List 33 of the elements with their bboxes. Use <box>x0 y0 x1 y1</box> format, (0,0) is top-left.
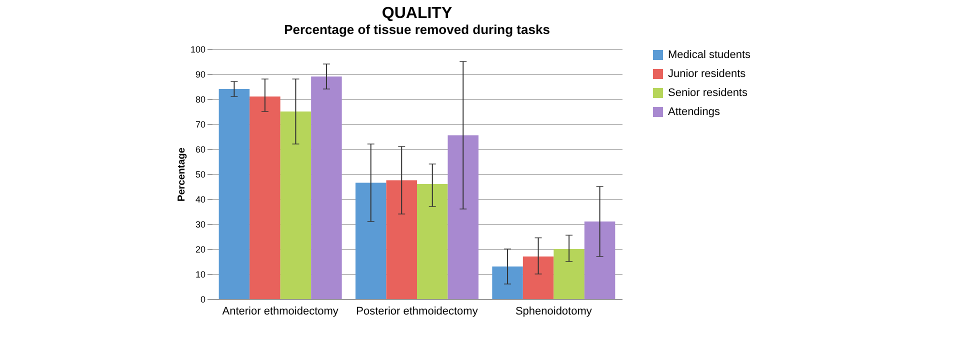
y-tick-label: 20 <box>195 244 206 254</box>
legend-label: Medical students <box>668 49 752 61</box>
x-tick-label: Anterior ethmoidectomy <box>222 306 339 318</box>
y-tick-label: 40 <box>195 194 206 204</box>
y-tick-label: 60 <box>195 144 206 154</box>
bar <box>417 184 448 299</box>
bar <box>584 222 616 299</box>
y-tick-label: 90 <box>195 70 206 80</box>
bar <box>386 180 417 299</box>
chart-subtitle: Percentage of tissue removed during tasks <box>284 22 550 37</box>
bar <box>250 96 280 299</box>
y-tick-label: 70 <box>195 120 206 130</box>
y-tick-label: 0 <box>200 294 206 304</box>
y-axis-title: Percentage <box>176 147 188 202</box>
y-tick-label: 50 <box>195 170 206 180</box>
y-tick-label: 10 <box>195 270 206 280</box>
bar <box>492 266 523 299</box>
x-tick-label: Posterior ethmoidectomy <box>356 306 478 318</box>
legend-label: Junior residents <box>668 68 746 80</box>
bar <box>448 135 478 299</box>
bar <box>554 249 584 299</box>
y-tick-label: 80 <box>195 94 206 104</box>
x-tick-label: Sphenoidotomy <box>515 306 592 318</box>
bar <box>356 182 386 299</box>
legend-label: Senior residents <box>668 87 748 99</box>
y-tick-label: 100 <box>190 44 206 54</box>
bar <box>522 256 554 299</box>
chart-title: QUALITY <box>382 5 452 22</box>
legend-label: Attendings <box>668 106 720 118</box>
bar <box>218 89 250 299</box>
y-tick-label: 30 <box>195 220 206 230</box>
bar <box>280 112 312 299</box>
bar <box>311 76 342 299</box>
